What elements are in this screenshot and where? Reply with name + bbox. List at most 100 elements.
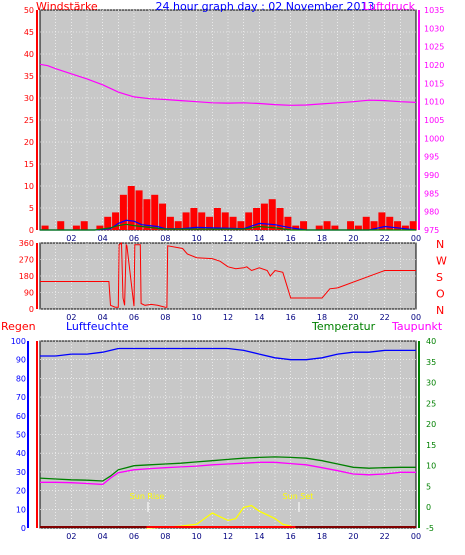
wind-bar bbox=[284, 216, 292, 230]
pressure-line bbox=[39, 63, 417, 106]
wind-bar bbox=[143, 199, 151, 230]
humidity-tick-label: 10 bbox=[16, 505, 26, 514]
left-tick-label: 45 bbox=[24, 28, 34, 37]
wind-bar bbox=[386, 216, 394, 230]
x-tick-label-06: 06 bbox=[129, 234, 139, 243]
humidity-tick-label: 90 bbox=[16, 356, 26, 365]
wind-bar bbox=[315, 225, 323, 230]
x-tick-label-20: 20 bbox=[348, 234, 358, 243]
sunset-label: Sun Set bbox=[283, 492, 314, 501]
wind-bar bbox=[151, 194, 159, 230]
left-tick-label: 50 bbox=[24, 6, 34, 15]
wind-bar bbox=[112, 212, 120, 230]
x-tick-label-12: 12 bbox=[223, 313, 233, 322]
wind-bar bbox=[206, 216, 214, 230]
right-tick-label: 1020 bbox=[424, 61, 444, 70]
direction-tick-label: 270 bbox=[19, 256, 34, 265]
x-tick-label-18: 18 bbox=[317, 234, 327, 243]
x-tick-label-06: 06 bbox=[129, 532, 139, 541]
humidity-tick-label: 0 bbox=[21, 524, 26, 533]
wind-bar bbox=[229, 216, 237, 230]
x-tick-label-02: 02 bbox=[66, 532, 76, 541]
x-tick-label-14: 14 bbox=[254, 234, 264, 243]
humidity-tick-label: 100 bbox=[11, 337, 26, 346]
chart-title: 24 hour graph day : 02 November 2013 bbox=[155, 0, 374, 13]
sunshine-line bbox=[146, 504, 296, 529]
x-tick-label-04: 04 bbox=[98, 313, 108, 322]
wind-bar bbox=[323, 221, 331, 230]
x-tick-label-20: 20 bbox=[348, 313, 358, 322]
x-tick-label-14: 14 bbox=[254, 313, 264, 322]
wind-bar bbox=[370, 221, 378, 230]
wind-bar bbox=[159, 203, 167, 230]
wind-min-line bbox=[40, 223, 416, 231]
x-tick-label-00: 00 bbox=[411, 234, 421, 243]
x-tick-label-00: 00 bbox=[411, 313, 421, 322]
humidity-line bbox=[40, 347, 416, 361]
temperature-tick-label: 25 bbox=[426, 399, 436, 408]
right-tick-label: 1025 bbox=[424, 43, 444, 52]
x-tick-label-12: 12 bbox=[223, 234, 233, 243]
wind-bar bbox=[409, 221, 417, 230]
temperature-tick-label: 0 bbox=[426, 503, 431, 512]
wind-bar bbox=[292, 225, 300, 230]
temperature-tick-label: 30 bbox=[426, 379, 436, 388]
right-tick-label: 1035 bbox=[424, 6, 444, 15]
left-tick-label: 25 bbox=[24, 116, 34, 125]
humidity-tick-label: 50 bbox=[16, 431, 26, 440]
wind-bar bbox=[276, 208, 284, 230]
x-tick-label-06: 06 bbox=[129, 313, 139, 322]
wind-bar bbox=[362, 216, 370, 230]
right-tick-label: 1000 bbox=[424, 134, 444, 143]
x-tick-label-16: 16 bbox=[286, 234, 296, 243]
legend-temperatur: Temperatur bbox=[311, 320, 376, 333]
wind-bar bbox=[213, 208, 221, 230]
wind-bar bbox=[57, 221, 65, 230]
left-tick-label: 20 bbox=[24, 138, 34, 147]
x-tick-label-10: 10 bbox=[192, 532, 202, 541]
x-tick-label-22: 22 bbox=[380, 532, 390, 541]
wind-direction-line bbox=[40, 242, 416, 308]
x-tick-label-20: 20 bbox=[348, 532, 358, 541]
right-tick-label: 1030 bbox=[424, 24, 444, 33]
x-tick-label-08: 08 bbox=[160, 532, 170, 541]
wind-bar bbox=[260, 203, 268, 230]
left-axis-title-windstaerke: Windstärke bbox=[36, 0, 98, 13]
wind-bar bbox=[41, 225, 49, 230]
wind-bar bbox=[401, 225, 409, 230]
compass-label-S: S bbox=[436, 271, 443, 284]
x-tick-label-16: 16 bbox=[286, 313, 296, 322]
wind-bar bbox=[300, 221, 308, 230]
direction-tick-label: 0 bbox=[29, 305, 34, 314]
humidity-tick-label: 40 bbox=[16, 449, 26, 458]
legend-regen: Regen bbox=[1, 320, 36, 333]
temperature-tick-label: 5 bbox=[426, 482, 431, 491]
wind-bar bbox=[80, 221, 88, 230]
direction-tick-label: 360 bbox=[19, 239, 34, 248]
temperature-tick-label: 15 bbox=[426, 441, 436, 450]
wind-bar bbox=[166, 216, 174, 230]
humidity-tick-label: 70 bbox=[16, 393, 26, 402]
wind-bar bbox=[237, 221, 245, 230]
right-tick-label: 995 bbox=[424, 153, 439, 162]
wind-bar bbox=[347, 221, 355, 230]
sunrise-label: Sun Rise bbox=[130, 492, 165, 501]
left-tick-label: 10 bbox=[24, 182, 34, 191]
right-tick-label: 985 bbox=[424, 189, 439, 198]
right-tick-label: 1015 bbox=[424, 79, 444, 88]
x-tick-label-18: 18 bbox=[317, 313, 327, 322]
x-tick-label-16: 16 bbox=[286, 532, 296, 541]
wind-bar bbox=[378, 212, 386, 230]
wind-bar bbox=[253, 208, 261, 230]
left-tick-label: 0 bbox=[29, 226, 34, 235]
x-tick-label-22: 22 bbox=[380, 234, 390, 243]
left-tick-label: 40 bbox=[24, 50, 34, 59]
wind-bar bbox=[182, 212, 190, 230]
compass-label-N: N bbox=[436, 238, 444, 251]
x-tick-label-14: 14 bbox=[254, 532, 264, 541]
right-tick-label: 980 bbox=[424, 208, 439, 217]
wind-bar bbox=[245, 212, 253, 230]
dewpoint-line bbox=[40, 461, 416, 486]
compass-label-O: O bbox=[436, 288, 445, 301]
